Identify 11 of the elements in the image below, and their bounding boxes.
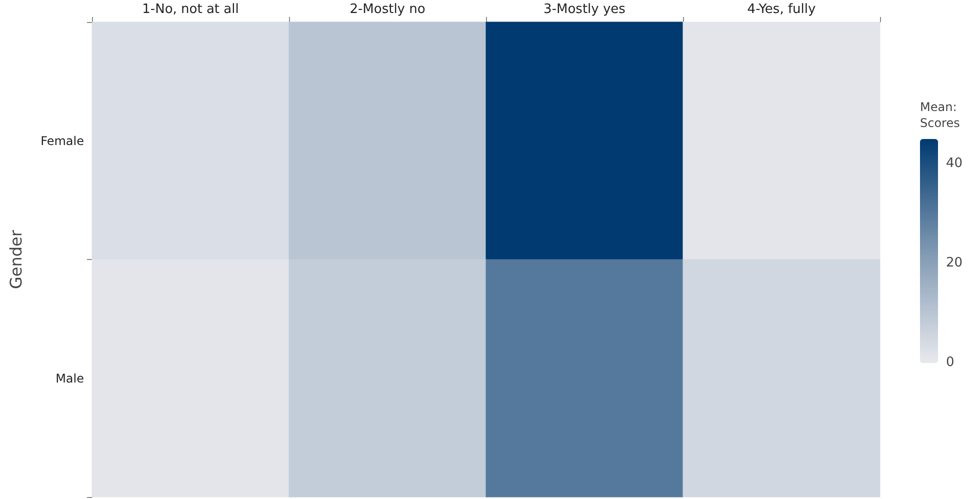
color-bar-label: 20 — [946, 255, 963, 270]
color-bar-title: Mean: Scores — [920, 100, 961, 130]
y-tick-label: Female — [40, 134, 84, 148]
x-tick-label: 1-No, not at all — [142, 2, 239, 17]
color-bar-label: 0 — [946, 355, 954, 370]
color-bar-label: 40 — [946, 156, 963, 171]
y-axis-title: Gender — [6, 230, 26, 289]
x-tick-label: 3-Mostly yes — [544, 2, 626, 17]
x-tick-label: 2-Mostly no — [350, 2, 426, 17]
x-tick-label: 4-Yes, fully — [747, 2, 816, 17]
y-tick-label: Male — [56, 371, 84, 386]
